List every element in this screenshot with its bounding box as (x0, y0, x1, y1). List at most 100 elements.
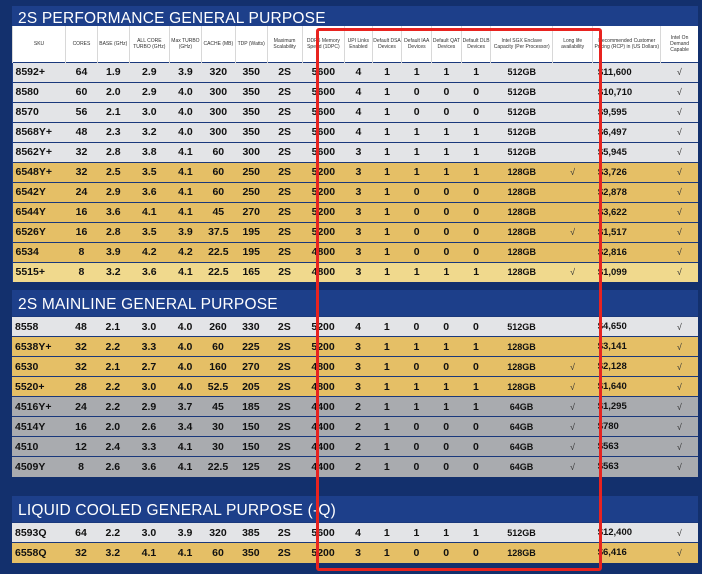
cell-sku: 6526Y (12, 221, 66, 242)
cell-upi: 3 (344, 542, 372, 563)
cell-upi: 4 (344, 101, 373, 122)
cell-ddr5: 4800 (302, 261, 345, 282)
table-row: 6538Y+ 32 2.2 3.3 4.0 60 225 2S 5200 3 1 1 1 1 128GB $3… (12, 336, 698, 357)
cell-ddr5: 5200 (301, 316, 345, 337)
cell-iaa: 1 (401, 121, 432, 142)
cell-allcore: 2.9 (129, 61, 170, 82)
cell-upi: 4 (344, 522, 372, 543)
cell-base: 2.5 (97, 161, 130, 182)
cell-ondemand: √ (660, 356, 698, 377)
cell-allcore: 3.8 (129, 141, 170, 162)
column-header-ddr5: DDR5 Memory Speed (1DPC) (301, 26, 345, 62)
cell-cores: 16 (65, 416, 97, 437)
cell-tdp: 385 (234, 522, 267, 543)
cell-iaa: 0 (401, 101, 432, 122)
cell-ondemand: √ (660, 316, 698, 337)
cell-tdp: 225 (234, 336, 267, 357)
cell-longlife (552, 181, 593, 202)
cell-allcore: 2.9 (129, 81, 170, 102)
cell-dlb: 0 (461, 542, 491, 563)
cell-upi: 4 (344, 121, 373, 142)
cell-price: $5,945 (592, 141, 661, 162)
cell-cores: 16 (65, 201, 98, 222)
cell-cores: 8 (65, 261, 98, 282)
cell-base: 2.2 (96, 396, 129, 417)
header-row: SKU CORES BASE (GHz) ALL CORE TURBO (GHz) Ma… (11, 26, 698, 62)
cell-ondemand: √ (660, 181, 698, 202)
cell-ondemand: √ (660, 522, 698, 543)
cell-sku: 8592+ (12, 61, 66, 82)
cell-cores: 12 (65, 436, 97, 457)
cell-tdp: 300 (235, 141, 268, 162)
cell-scal: 2S (267, 121, 303, 142)
cell-sgx: 64GB (490, 436, 553, 457)
cell-cache: 300 (201, 121, 236, 142)
cell-dsa: 1 (371, 416, 402, 437)
cell-scal: 2S (266, 416, 302, 437)
cell-ddr5: 5200 (301, 336, 345, 357)
section-title: 2S MAINLINE GENERAL PURPOSE (18, 296, 278, 313)
cell-cores: 8 (65, 456, 97, 477)
cell-iaa: 0 (401, 181, 432, 202)
cell-ddr5: 4400 (301, 456, 345, 477)
cell-maxturbo: 4.1 (169, 161, 202, 182)
cell-base: 3.2 (97, 261, 130, 282)
cell-sku: 6538Y+ (12, 336, 66, 357)
cell-base: 3.9 (97, 241, 130, 262)
cell-scal: 2S (267, 261, 303, 282)
table-row: 8568Y+ 48 2.3 3.2 4.0 300 350 2S 5600 4 1 1 1 1 512GB $… (12, 121, 698, 142)
cell-sgx: 128GB (490, 161, 553, 182)
cell-price: $6,497 (592, 121, 661, 142)
cell-dsa: 1 (372, 121, 402, 142)
column-header-sku: SKU (11, 26, 66, 62)
cell-scal: 2S (266, 356, 302, 377)
cell-dlb: 0 (461, 81, 491, 102)
cell-sgx: 512GB (490, 316, 553, 337)
cell-base: 2.2 (96, 336, 129, 357)
cell-cache: 260 (200, 316, 235, 337)
table-row: 8562Y+ 32 2.8 3.8 4.1 60 300 2S 5600 3 1 1 1 1 512GB $5… (12, 141, 698, 162)
cell-dlb: 0 (461, 221, 491, 242)
cell-qat: 0 (431, 221, 462, 242)
cell-upi: 4 (344, 81, 373, 102)
cell-allcore: 3.0 (128, 316, 170, 337)
cell-price: $10,710 (592, 81, 661, 102)
cell-maxturbo: 4.2 (169, 241, 202, 262)
cell-qat: 0 (431, 542, 462, 563)
cell-cores: 64 (65, 522, 97, 543)
cell-dlb: 0 (461, 456, 491, 477)
cell-maxturbo: 4.0 (169, 121, 202, 142)
cell-sku: 6534 (12, 241, 66, 262)
column-header-sgx: Intel SGX Enclave Capacity (Per Processo… (490, 26, 553, 62)
cell-allcore: 4.2 (129, 241, 170, 262)
cell-price: $4,650 (592, 316, 661, 337)
cell-iaa: 0 (401, 416, 432, 437)
cell-tdp: 195 (235, 241, 268, 262)
cell-qat: 1 (431, 121, 462, 142)
cell-sgx: 512GB (490, 101, 553, 122)
cell-ondemand: √ (660, 141, 698, 162)
cell-allcore: 3.6 (129, 261, 170, 282)
cell-qat: 0 (431, 81, 462, 102)
cell-iaa: 0 (401, 201, 432, 222)
section-performance: 2S PERFORMANCE GENERAL PURPOSE SKU CORES B… (11, 6, 698, 282)
cell-ddr5: 4400 (301, 396, 345, 417)
cell-tdp: 205 (234, 376, 267, 397)
cell-sku: 6544Y (12, 201, 66, 222)
cell-base: 2.1 (96, 356, 129, 377)
cell-ondemand: √ (660, 436, 698, 457)
cell-base: 2.2 (96, 522, 129, 543)
cell-allcore: 3.5 (129, 221, 170, 242)
cell-ondemand: √ (660, 336, 698, 357)
cell-scal: 2S (266, 436, 302, 457)
table-row: 6548Y+ 32 2.5 3.5 4.1 60 250 2S 5200 3 1 1 1 1 128GB √ $… (12, 161, 698, 182)
cell-sku: 5515+ (12, 261, 66, 282)
cell-iaa: 0 (401, 241, 432, 262)
cell-ddr5: 5600 (302, 101, 345, 122)
cell-dlb: 1 (461, 376, 491, 397)
cell-sku: 5520+ (12, 376, 66, 397)
cell-dsa: 1 (372, 161, 402, 182)
cell-dlb: 0 (461, 101, 491, 122)
cell-maxturbo: 4.0 (169, 316, 201, 337)
cell-price: $2,816 (592, 241, 661, 262)
